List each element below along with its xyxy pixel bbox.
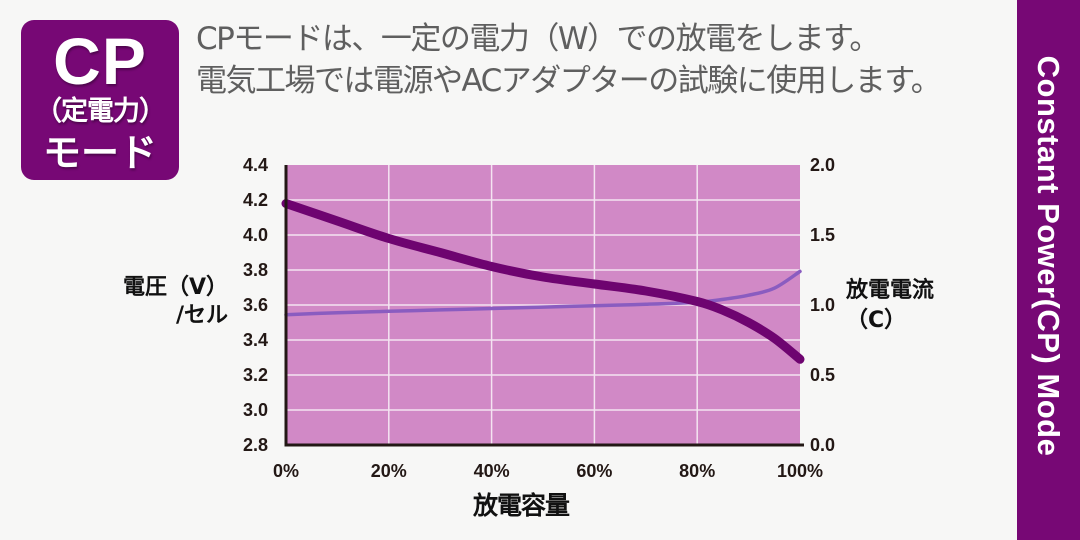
side-banner [1017, 0, 1080, 540]
axes-lines [284, 165, 804, 447]
y-axis-right-title-line1: 放電電流 [846, 278, 935, 303]
badge-mode-label: モード [42, 131, 157, 175]
y-axis-left-title-line2: /セル [175, 303, 228, 328]
y-tick-label: 2.8 [243, 435, 268, 455]
description: CPモードは、一定の電力（W）での放電をします。 電気工場では電源やACアダプタ… [196, 18, 1016, 102]
x-tick-label: 40% [474, 461, 510, 481]
current-line [284, 269, 802, 317]
x-tick-label: 60% [576, 461, 612, 481]
description-line-2: 電気工場では電源やACアダプターの試験に使用します。 [196, 63, 942, 99]
y-tick-label: 3.4 [243, 330, 268, 350]
x-tick-label: 80% [679, 461, 715, 481]
y-tick-label: 3.8 [243, 260, 268, 280]
y-tick-label: 4.4 [243, 155, 268, 175]
badge-title: CP [53, 24, 147, 98]
y2-tick-label: 0.0 [810, 435, 835, 455]
voltage-line [281, 199, 805, 364]
x-tick-label: 100% [777, 461, 823, 481]
badge-subtitle: （定電力） [35, 96, 166, 127]
y2-tick-label: 1.5 [810, 225, 835, 245]
y-axis-left-title-line1: 電圧（V） [122, 275, 228, 300]
x-tick-label: 0% [273, 461, 299, 481]
x-axis-ticks: 0% 20% 40% 60% 80% 100% [273, 461, 823, 481]
y-axis-left-title: 電圧（V） /セル [122, 274, 228, 330]
y-axis-right-ticks: 2.0 1.5 1.0 0.5 0.0 [810, 155, 835, 455]
y2-tick-label: 2.0 [810, 155, 835, 175]
y-tick-label: 3.0 [243, 400, 268, 420]
y2-tick-label: 1.0 [810, 295, 835, 315]
mode-badge: CP （定電力） モード [21, 20, 179, 180]
series-lines [281, 199, 805, 364]
y-tick-label: 3.2 [243, 365, 268, 385]
y-tick-label: 4.2 [243, 190, 268, 210]
y-axis-right-title-line2: （C） [846, 308, 907, 333]
y-axis-right-title: 放電電流 （C） [846, 276, 934, 336]
y-axis-left-ticks: 4.4 4.2 4.0 3.8 3.6 3.4 3.2 3.0 2.8 [243, 155, 268, 455]
y2-tick-label: 0.5 [810, 365, 835, 385]
y-tick-label: 4.0 [243, 225, 268, 245]
y-tick-label: 3.6 [243, 295, 268, 315]
description-line-1: CPモードは、一定の電力（W）での放電をします。 [196, 21, 880, 57]
x-axis-title: 放電容量 [473, 491, 570, 520]
x-tick-label: 20% [371, 461, 407, 481]
